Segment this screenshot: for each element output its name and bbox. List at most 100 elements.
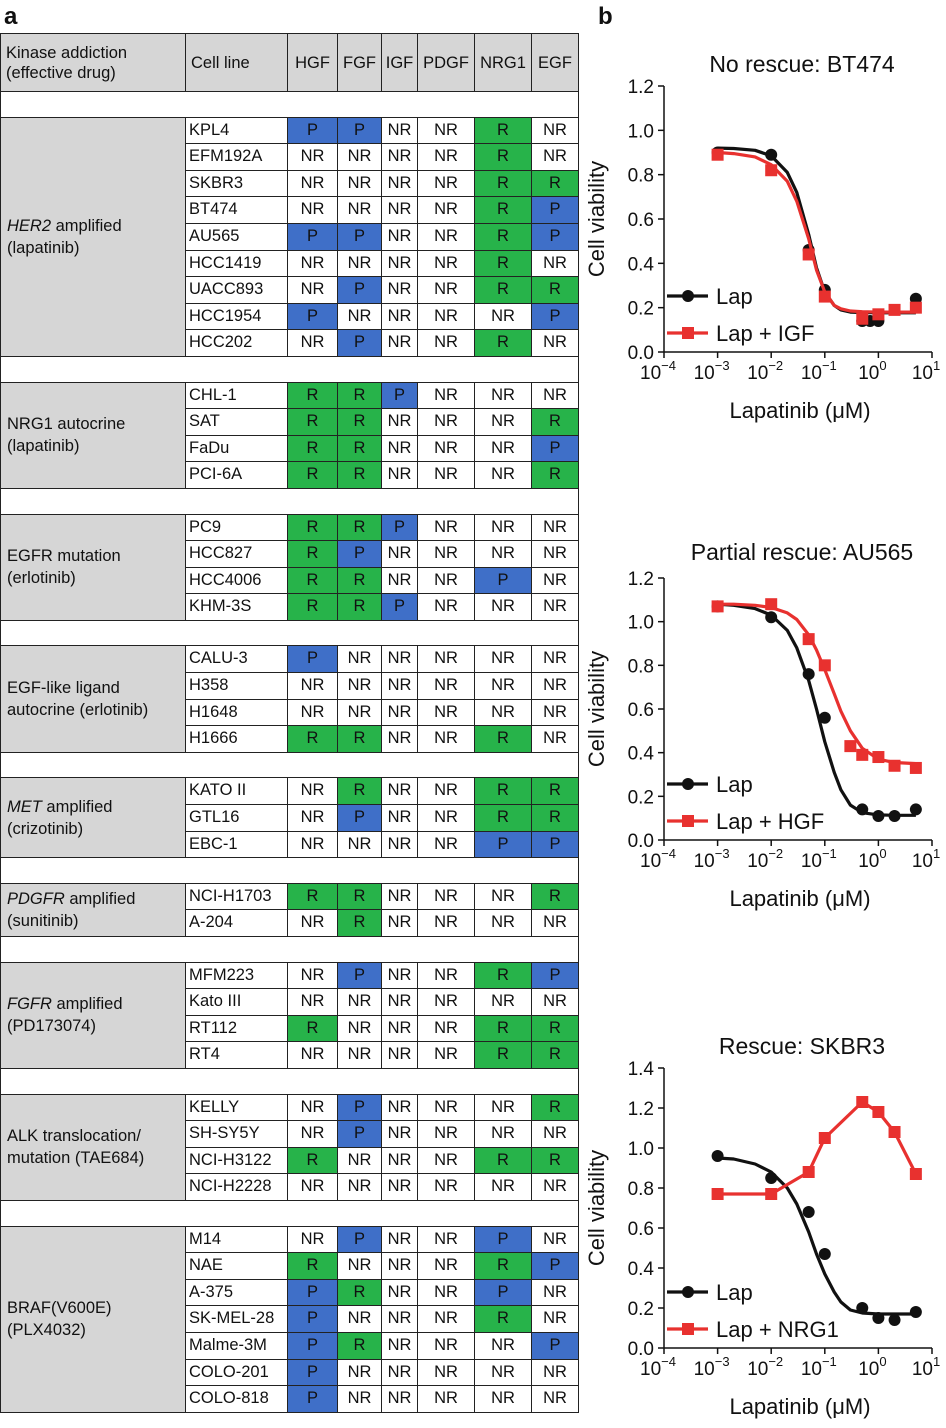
response-cell: NR [531, 725, 579, 753]
legend-entry: Lap + HGF [667, 809, 824, 834]
table-row: HCC827 R P NR NR NR NR [1, 540, 579, 568]
cell-line-name: COLO-818 [185, 1385, 288, 1413]
response-cell: NR [531, 1385, 579, 1413]
response-cell: NR [531, 249, 579, 278]
y-tick-label: 0.4 [628, 1259, 655, 1280]
y-tick-label: 1.0 [628, 1139, 654, 1160]
response-cell: NR [417, 698, 475, 727]
response-cell: P [381, 381, 418, 410]
response-cell: NR [337, 988, 382, 1016]
response-cell: NR [381, 143, 418, 171]
group-label-text: amplified [64, 889, 136, 908]
response-cell: NR [381, 645, 418, 674]
response-cell: NR [287, 672, 338, 700]
response-cell: NR [381, 1041, 418, 1069]
response-cell: NR [381, 1014, 418, 1043]
series-line [717, 1156, 916, 1316]
data-point [818, 1248, 831, 1260]
response-cell: R [337, 725, 382, 753]
response-cell: NR [417, 540, 475, 568]
cell-line-name: GTL16 [185, 804, 288, 832]
group-separator [0, 91, 579, 118]
response-cell: NR [287, 988, 338, 1016]
response-cell: NR [531, 909, 579, 937]
data-point [818, 711, 831, 724]
response-cell: NR [531, 672, 579, 700]
group-label: FGFR amplified (PD173074) [0, 961, 186, 1069]
response-cell: NR [531, 116, 579, 145]
y-axis-label: Cell viability [584, 651, 609, 767]
response-cell: P [287, 302, 338, 331]
cell-line-name: HCC1954 [185, 302, 288, 331]
response-cell: NR [337, 249, 382, 278]
response-cell: NR [531, 513, 579, 542]
response-cell: NR [381, 222, 418, 251]
response-cell: P [337, 116, 382, 145]
response-cell: P [531, 302, 579, 331]
x-tick-label: 10−3 [694, 358, 730, 384]
response-cell: NR [417, 1305, 475, 1333]
response-cell: P [337, 1093, 382, 1122]
response-cell: NR [381, 302, 418, 331]
cell-line-name: BT474 [185, 196, 288, 224]
group-label-drug: (PLX4032) [7, 1321, 86, 1340]
response-cell: NR [417, 1252, 475, 1280]
data-point [802, 668, 815, 681]
y-tick-label: 0.4 [628, 254, 655, 275]
response-cell: NR [531, 988, 579, 1016]
response-cell: NR [474, 513, 532, 542]
data-point [856, 1096, 869, 1108]
response-cell: NR [531, 1173, 579, 1201]
response-cell: NR [531, 566, 579, 595]
table-row: Malme-3M P R NR NR NR P [1, 1331, 579, 1360]
response-cell: R [531, 1146, 579, 1175]
y-tick-label: 0.2 [628, 299, 654, 320]
data-point [711, 1188, 724, 1200]
data-point [856, 1302, 869, 1314]
x-tick-label: 10−2 [747, 1354, 783, 1380]
data-point [802, 248, 815, 261]
response-cell: NR [337, 1014, 382, 1043]
group-label-drug: (sunitinib) [7, 911, 79, 930]
y-tick-label: 0.0 [628, 1339, 654, 1360]
legend-entry: Lap + NRG1 [667, 1317, 839, 1342]
response-cell: R [531, 408, 579, 436]
series-lap [711, 146, 922, 327]
response-cell: NR [381, 1225, 418, 1254]
kinase-rescue-table: Kinase addiction (effective drug) Cell lin… [0, 33, 579, 1413]
data-point [888, 303, 901, 316]
y-tick-label: 1.2 [628, 569, 654, 590]
response-cell: NR [287, 1093, 338, 1122]
y-tick-label: 0.4 [628, 744, 655, 765]
group-separator [0, 487, 579, 515]
response-cell: R [287, 725, 338, 753]
y-tick-label: 0.8 [628, 166, 654, 187]
table-row: COLO-201 P NR NR NR NR NR [1, 1358, 579, 1387]
header-kinase-addiction: Kinase addiction (effective drug) [0, 33, 186, 92]
response-cell: R [337, 777, 382, 806]
response-cell: P [287, 222, 338, 251]
response-cell: P [337, 1225, 382, 1254]
response-cell: R [531, 1041, 579, 1069]
response-cell: NR [474, 672, 532, 700]
response-cell: NR [531, 645, 579, 674]
y-tick-label: 1.0 [628, 613, 654, 634]
table-row: H1666 R R NR NR R NR [1, 725, 579, 753]
x-tick-label: 100 [858, 1354, 886, 1380]
chart-title: Partial rescue: AU565 [691, 539, 913, 565]
response-cell: NR [287, 1041, 338, 1069]
response-cell: R [531, 1093, 579, 1122]
response-cell: NR [337, 698, 382, 727]
response-cell: R [474, 1041, 532, 1069]
x-axis-label: Lapatinib (μM) [729, 398, 870, 423]
group-separator [0, 619, 579, 647]
legend-marker [682, 290, 694, 302]
data-point [909, 803, 922, 816]
group-label-text: ALK translocation/ [7, 1127, 141, 1146]
table-row: EGF-like ligand autocrine (erlotinib) CALU… [0, 645, 579, 753]
data-point [888, 1314, 901, 1326]
response-cell: NR [531, 698, 579, 727]
x-tick-label: 10−1 [801, 846, 837, 872]
response-cell: NR [381, 777, 418, 806]
data-point [909, 1306, 922, 1318]
